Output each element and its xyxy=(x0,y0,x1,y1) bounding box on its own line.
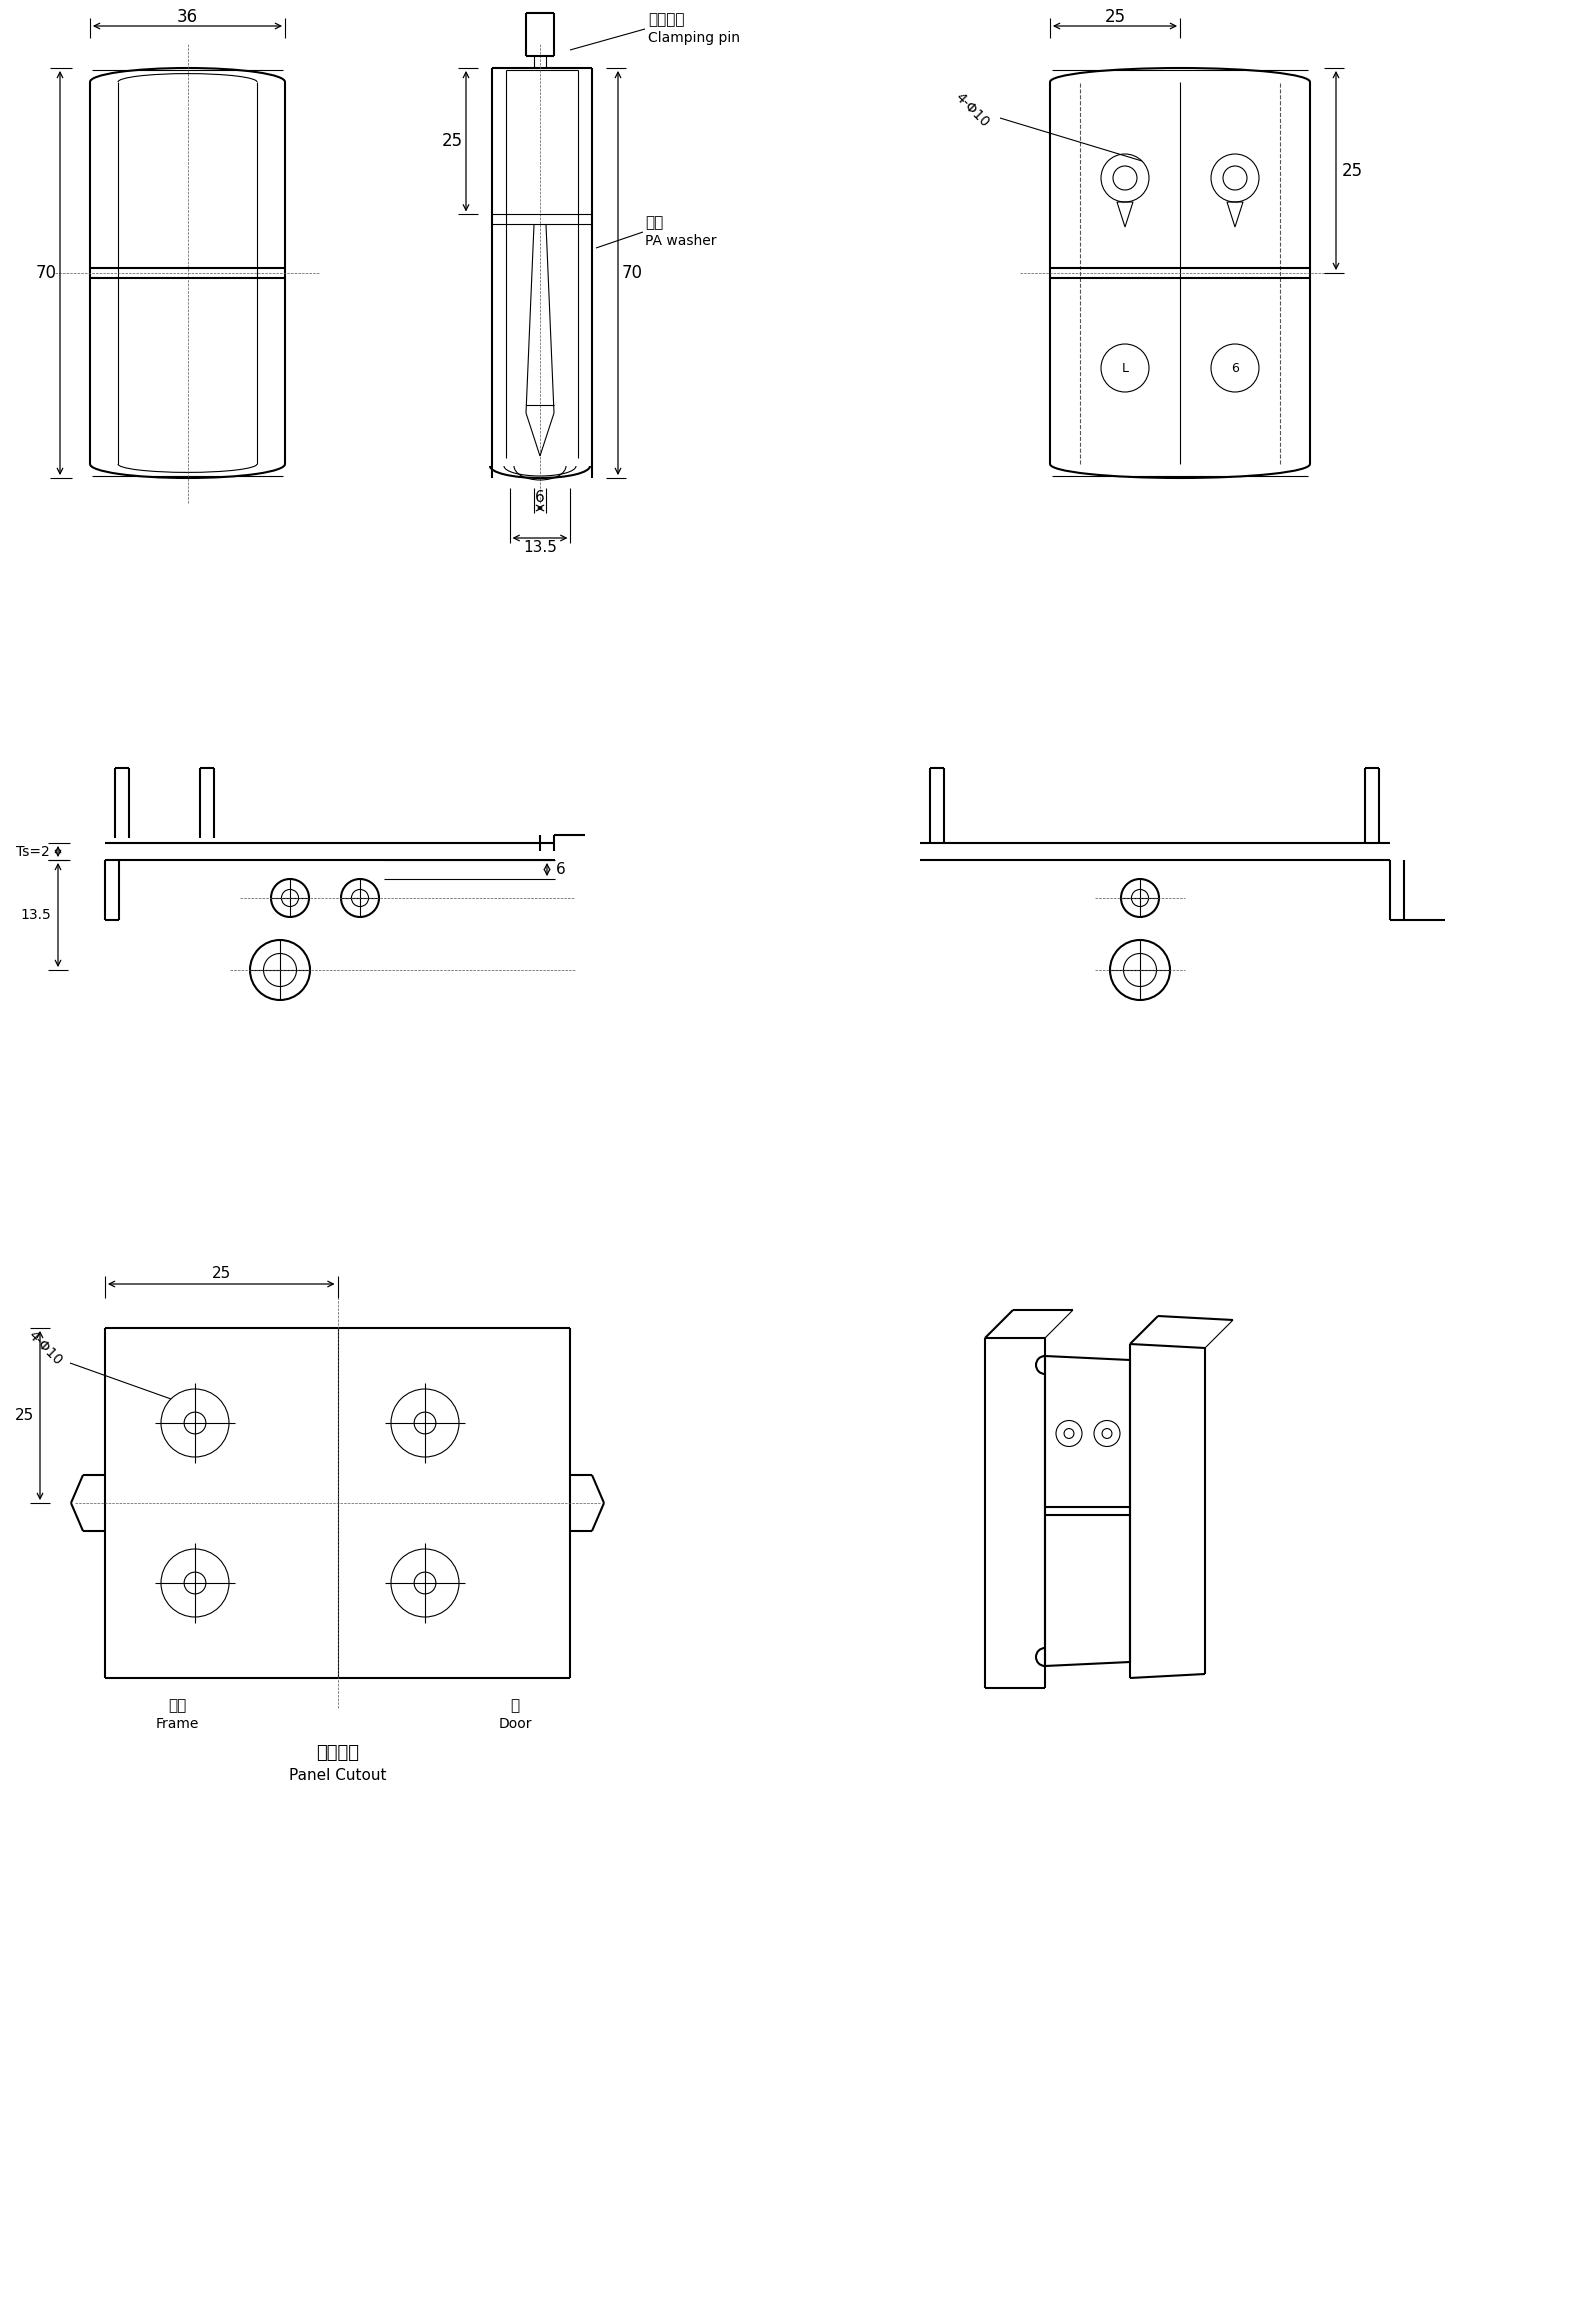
Text: Panel Cutout: Panel Cutout xyxy=(288,1769,387,1783)
Text: 25: 25 xyxy=(16,1409,35,1422)
Text: 夹紧销轴: 夹紧销轴 xyxy=(648,11,685,28)
Text: 4-Φ10: 4-Φ10 xyxy=(953,90,992,131)
Text: 6: 6 xyxy=(556,862,566,878)
Text: 25: 25 xyxy=(1105,7,1125,25)
Text: 13.5: 13.5 xyxy=(523,540,556,556)
Text: 36: 36 xyxy=(178,7,198,25)
Text: 6: 6 xyxy=(536,489,545,506)
Text: 70: 70 xyxy=(35,264,57,283)
Text: Frame: Frame xyxy=(155,1717,198,1730)
Text: 25: 25 xyxy=(1341,161,1363,179)
Text: 25: 25 xyxy=(212,1266,231,1282)
Text: Clamping pin: Clamping pin xyxy=(648,30,740,46)
Text: 门: 门 xyxy=(510,1698,520,1714)
Text: 6: 6 xyxy=(1232,361,1239,375)
Text: 垫片: 垫片 xyxy=(645,216,663,230)
Text: Ts=2: Ts=2 xyxy=(16,843,49,859)
Text: 门框: 门框 xyxy=(168,1698,185,1714)
Text: 70: 70 xyxy=(621,264,642,283)
Text: L: L xyxy=(1122,361,1129,375)
Text: 25: 25 xyxy=(442,133,463,149)
Text: 开孔尺寸: 开孔尺寸 xyxy=(315,1744,358,1763)
Text: PA washer: PA washer xyxy=(645,234,716,248)
Text: Door: Door xyxy=(498,1717,531,1730)
Text: 13.5: 13.5 xyxy=(21,908,51,921)
Text: 4-Φ10: 4-Φ10 xyxy=(25,1328,65,1367)
